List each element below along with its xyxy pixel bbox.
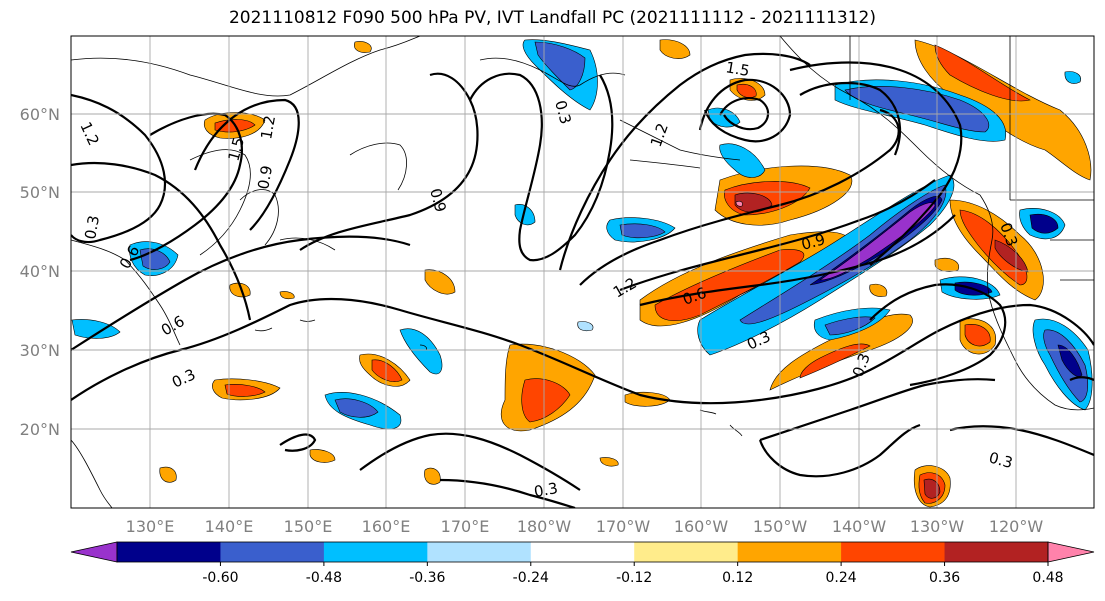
colorbar-tick-label: -0.36: [409, 570, 445, 586]
colorbar-tick-label: 0.24: [826, 570, 857, 586]
lon-label: 140°E: [205, 517, 254, 536]
colorbar-swatch: [323, 542, 428, 562]
lon-label: 160°W: [674, 517, 729, 536]
colorbar-swatch: [530, 542, 635, 562]
lon-label: 150°E: [284, 517, 333, 536]
lat-label: 20°N: [20, 420, 60, 439]
contour-label: 0.9: [254, 164, 276, 191]
latitude-labels: 60°N 50°N 40°N 30°N 20°N: [20, 105, 60, 439]
lon-label: 160°E: [362, 517, 411, 536]
contour-label: 1.2: [610, 274, 640, 302]
colorbar-swatch: [944, 542, 1049, 562]
contour-label: 0.9: [426, 186, 450, 214]
colorbar-swatch: [737, 542, 842, 562]
lon-label: 170°E: [441, 517, 490, 536]
lat-label: 30°N: [20, 341, 60, 360]
colorbar-tick-label: -0.60: [202, 570, 238, 586]
contour-label: 1.2: [257, 114, 279, 141]
contour-label: 0.9: [799, 230, 827, 254]
contour-label: 1.2: [647, 121, 672, 150]
negative-anomaly-patches: [71, 39, 1093, 430]
colorbar-frame: [116, 541, 1049, 563]
contour-label: 0.3: [551, 98, 575, 126]
colorbar: -0.60 -0.48 -0.36 -0.24 -0.12 0.12 0.24 0.36 0.4…: [70, 541, 1095, 586]
contour-label: 0.3: [81, 214, 103, 241]
contour-label: 0.6: [158, 312, 188, 340]
shading-layer: [71, 39, 1093, 508]
colorbar-extend-high: [1047, 541, 1095, 563]
longitude-labels: 130°E 140°E 150°E 160°E 170°E 180°W 170°…: [126, 517, 1044, 536]
colorbar-tick-label: 0.12: [722, 570, 753, 586]
colorbar-extend-low: [70, 541, 118, 563]
lon-label: 170°W: [596, 517, 651, 536]
lat-label: 50°N: [20, 183, 60, 202]
colorbar-tick-label: 0.48: [1032, 570, 1063, 586]
contour-label: 0.3: [169, 365, 198, 391]
lon-label: 180°W: [517, 517, 572, 536]
lat-label: 60°N: [20, 105, 60, 124]
positive-anomaly-patches: [159, 39, 1092, 508]
colorbar-swatch: [220, 542, 325, 562]
lon-label: 130°W: [910, 517, 965, 536]
colorbar-tick-label: 0.36: [929, 570, 960, 586]
lon-label: 150°W: [753, 517, 808, 536]
contour-label: 0.3: [533, 479, 560, 501]
colorbar-tick-label: -0.12: [616, 570, 652, 586]
pv-contours: [71, 52, 1094, 508]
colorbar-tick-label: -0.24: [513, 570, 549, 586]
colorbar-swatch: [117, 542, 221, 562]
colorbar-swatch: [427, 542, 532, 562]
colorbar-swatch: [634, 542, 739, 562]
lon-label: 120°W: [989, 517, 1044, 536]
colorbar-swatch: [841, 542, 946, 562]
lon-label: 130°E: [126, 517, 175, 536]
contour-label: 1.5: [724, 58, 751, 80]
lat-label: 40°N: [20, 262, 60, 281]
map-title: 2021110812 F090 500 hPa PV, IVT Landfall…: [228, 8, 876, 28]
map-frame: [70, 35, 1095, 509]
colorbar-tick-label: -0.48: [306, 570, 342, 586]
contour-label: 1.2: [76, 119, 102, 148]
contour-label: 0.3: [987, 448, 1015, 472]
lon-label: 140°W: [832, 517, 887, 536]
contour-label: 1.5: [224, 135, 248, 163]
graticule: [71, 36, 1094, 508]
